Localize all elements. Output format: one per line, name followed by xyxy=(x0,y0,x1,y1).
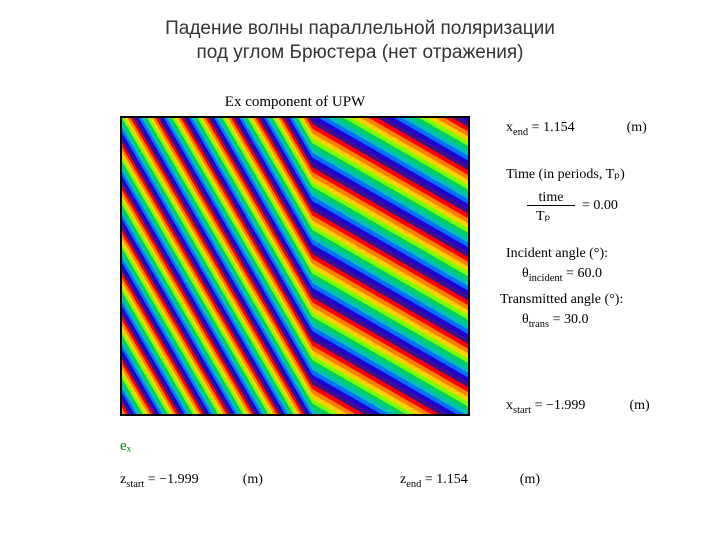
xstart-unit: (m) xyxy=(629,398,649,413)
zend-value[interactable] xyxy=(436,472,494,488)
theta-incident-symbol: θincident xyxy=(522,266,563,281)
wave-plot-svg xyxy=(122,118,468,414)
xstart-symbol: xstart xyxy=(506,398,531,413)
transmitted-angle-header: Transmitted angle (°): xyxy=(500,292,623,308)
time-value-row: = xyxy=(582,198,651,214)
plot-title: Ex component of UPW xyxy=(120,94,470,111)
zend-readout: zend = (m) xyxy=(400,472,540,490)
wave-plot xyxy=(120,116,470,416)
zend-unit: (m) xyxy=(520,472,540,487)
equals-sign: = xyxy=(582,198,593,213)
zstart-value[interactable] xyxy=(159,472,217,488)
time-header: Time (in periods, Tₚ) xyxy=(506,166,625,183)
equals-sign: = xyxy=(553,312,564,327)
incident-angle-header: Incident angle (°): xyxy=(506,246,608,262)
page: Падение волны параллельной поляризации п… xyxy=(0,0,720,540)
ex-field-label: eₓ xyxy=(120,438,131,455)
equals-sign: = xyxy=(148,472,159,487)
theta-trans-symbol: θtrans xyxy=(522,312,549,327)
transmitted-angle-row: θtrans = xyxy=(522,312,622,330)
xend-value[interactable] xyxy=(543,120,601,136)
page-title-line1: Падение волны параллельной поляризации xyxy=(0,18,720,40)
time-numerator: time xyxy=(531,190,571,206)
incident-angle-value[interactable] xyxy=(577,266,635,282)
time-value[interactable] xyxy=(593,198,651,214)
equals-sign: = xyxy=(532,120,543,135)
fraction-bar xyxy=(527,205,575,206)
transmitted-angle-value[interactable] xyxy=(564,312,622,328)
xend-symbol: xend xyxy=(506,120,528,135)
xstart-readout: xstart = (m) xyxy=(506,398,650,416)
equals-sign: = xyxy=(535,398,546,413)
time-denominator: Tₚ xyxy=(536,208,551,225)
incident-angle-row: θincident = xyxy=(522,266,635,284)
equals-sign: = xyxy=(566,266,577,281)
zend-symbol: zend xyxy=(400,472,421,487)
zstart-unit: (m) xyxy=(243,472,263,487)
equals-sign: = xyxy=(425,472,436,487)
page-title-line2: под углом Брюстера (нет отражения) xyxy=(0,42,720,64)
zstart-readout: zstart = (m) xyxy=(120,472,263,490)
zstart-symbol: zstart xyxy=(120,472,144,487)
xend-unit: (m) xyxy=(627,120,647,135)
xstart-value[interactable] xyxy=(546,398,604,414)
xend-readout: xend = (m) xyxy=(506,120,647,138)
